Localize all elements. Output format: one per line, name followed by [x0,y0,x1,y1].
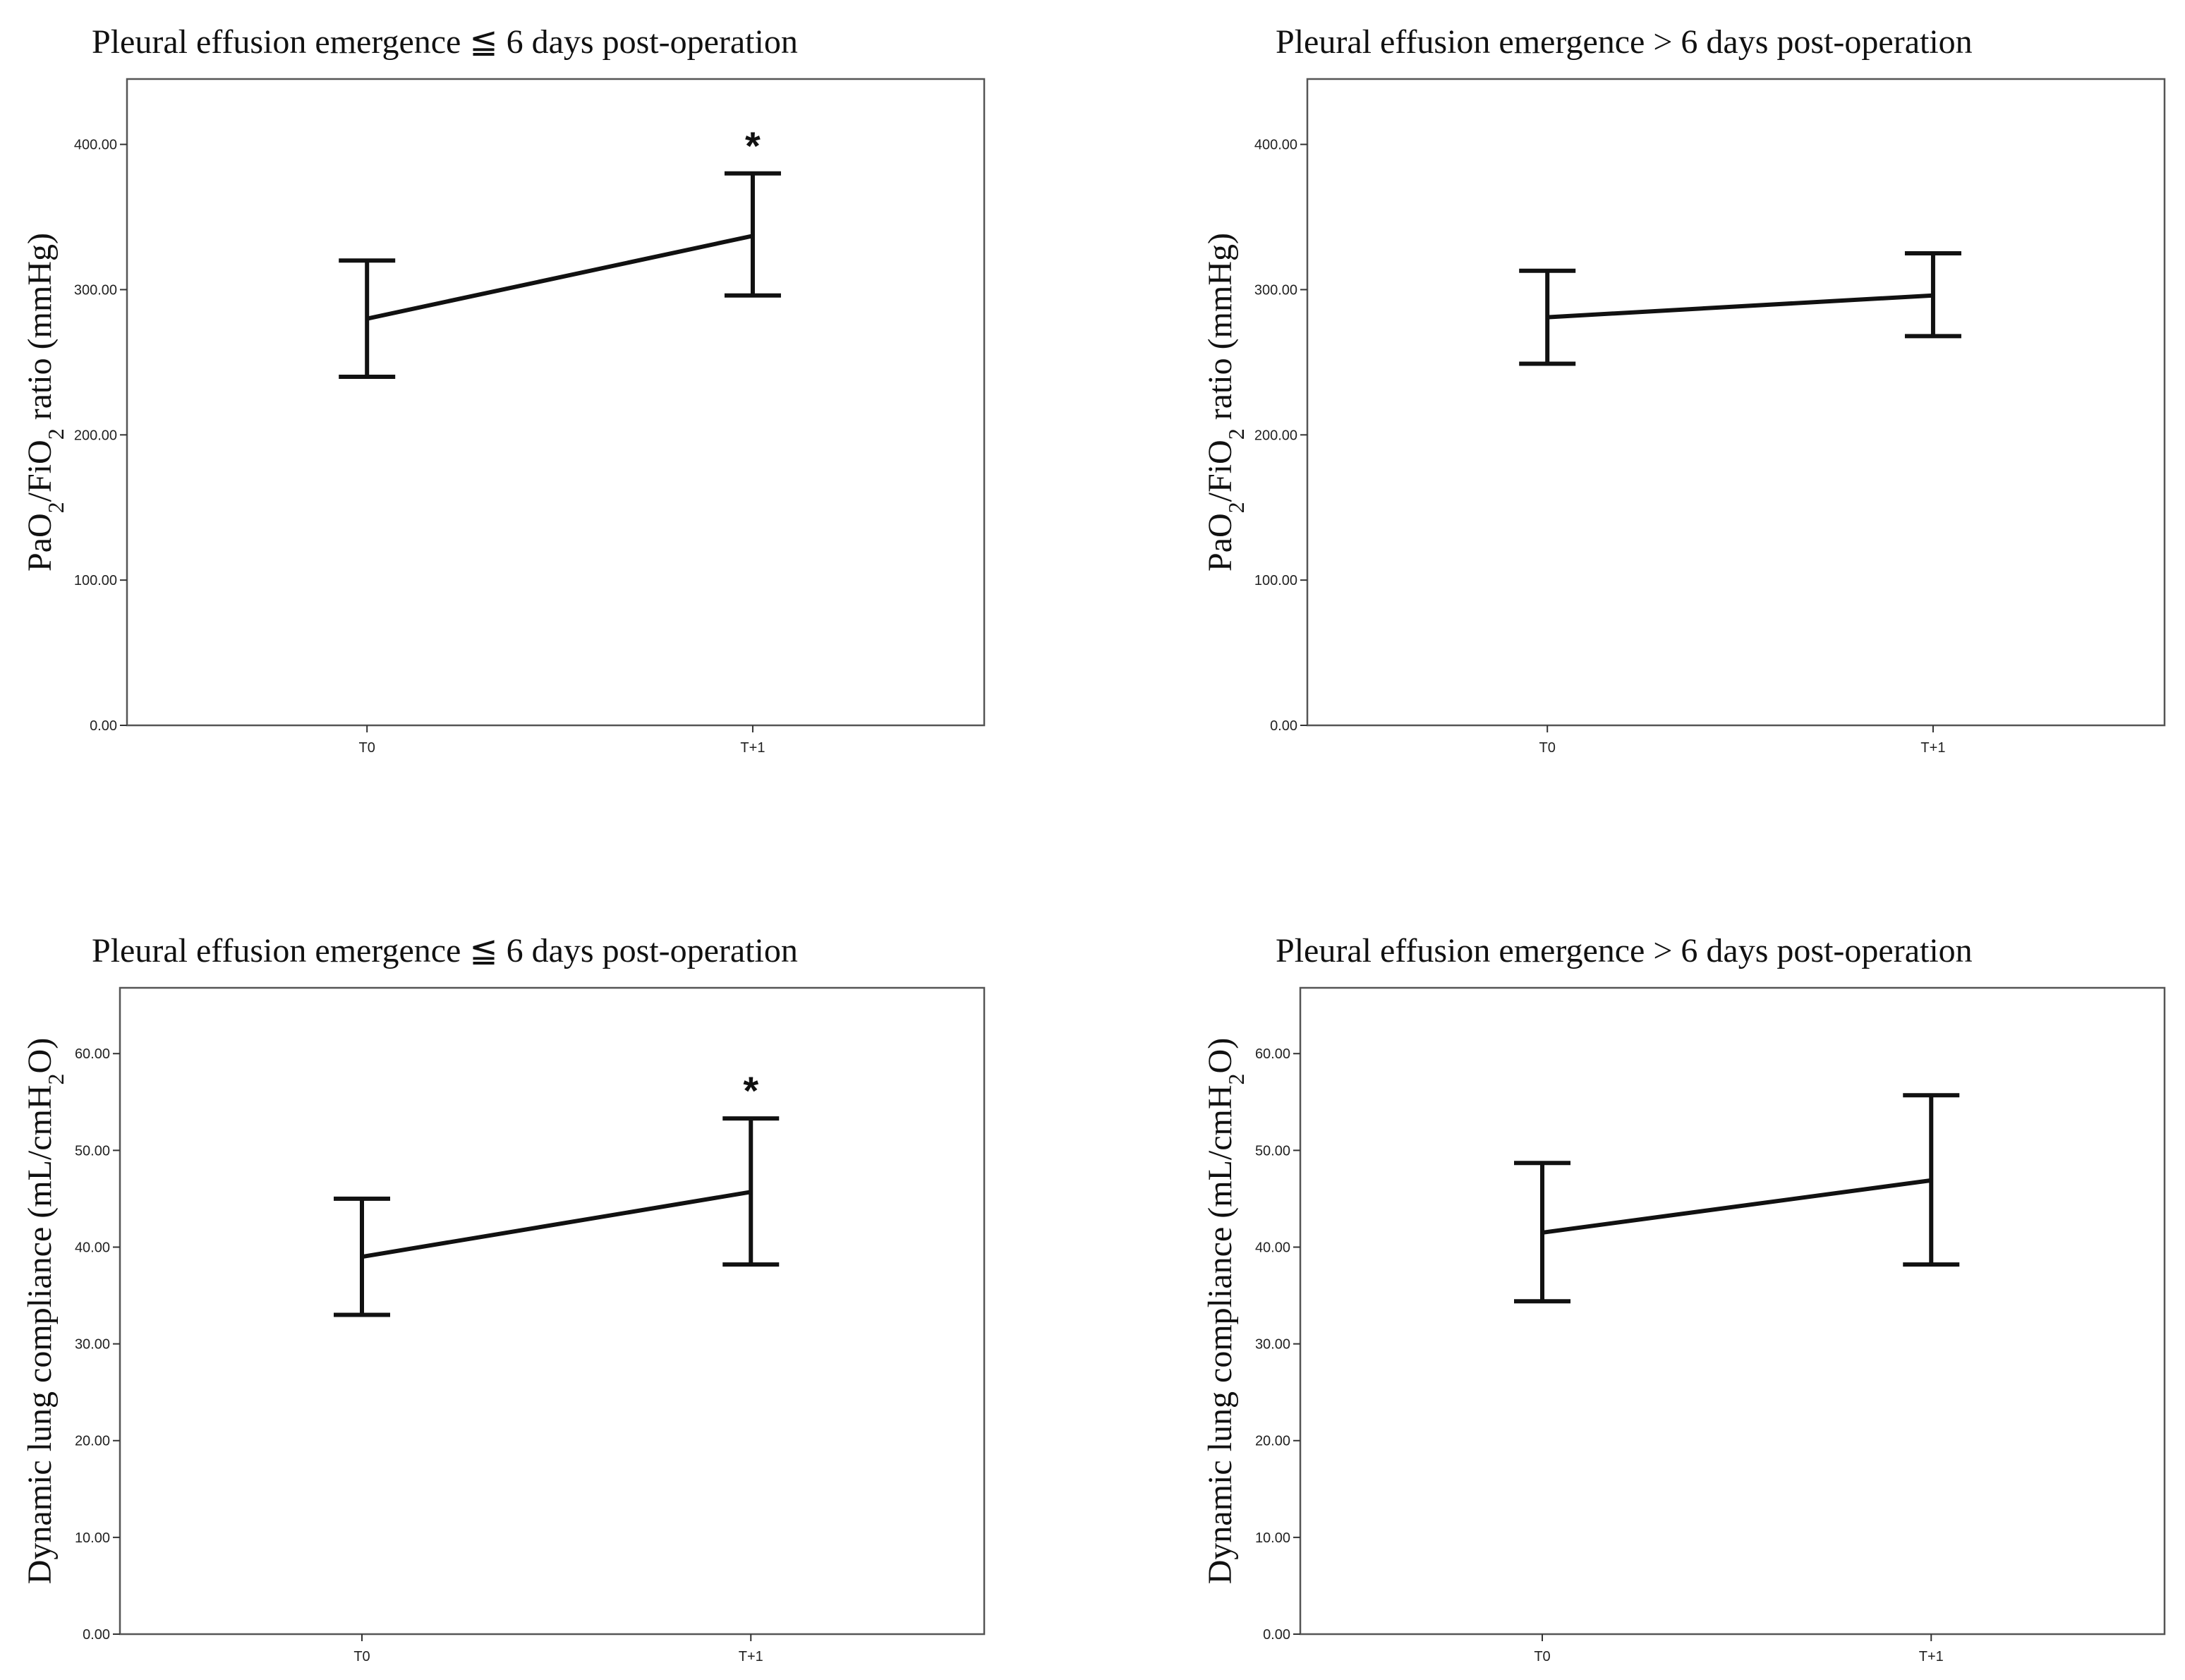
x-tick-label: T0 [1534,1649,1550,1664]
y-tick-label: 10.00 [1255,1530,1290,1546]
panel-title: Pleural effusion emergence > 6 days post… [1276,932,1973,969]
series-line [366,234,753,321]
panel-title: Pleural effusion emergence ≦ 6 days post… [92,23,798,61]
x-tick-label: T0 [1539,740,1556,756]
y-tick-label: 40.00 [75,1240,110,1255]
significance-marker: * [743,1068,758,1113]
y-tick-label: 100.00 [1254,573,1297,588]
x-tick-label: T0 [359,740,375,756]
plot-frame [126,78,986,727]
y-axis-label-part: 2 [43,502,68,513]
panel-title: Pleural effusion emergence > 6 days post… [1276,23,1973,61]
y-tick-label: 200.00 [74,428,117,443]
chart-panel-4: Pleural effusion emergence > 6 days post… [1202,932,2166,1664]
y-axis-label-part: PaO [21,513,59,572]
x-tick-label: T0 [353,1649,370,1664]
y-axis-label-part: 2 [1223,1073,1249,1084]
plot-frame [1306,78,2166,727]
y-tick-label: 400.00 [74,138,117,153]
series-line [361,1190,751,1259]
y-tick-label: 0.00 [1270,718,1297,734]
y-tick-label: 50.00 [1255,1143,1290,1159]
y-axis-label-part: 2 [1223,502,1249,513]
plot-frame [1299,986,2166,1636]
y-tick-label: 20.00 [75,1434,110,1449]
x-tick-label: T+1 [1920,740,1945,756]
significance-marker: * [745,123,761,168]
y-tick-label: 200.00 [1254,428,1297,443]
y-axis-label-part: PaO [1202,513,1239,572]
y-tick-label: 40.00 [1255,1240,1290,1255]
series-line [1547,293,1934,320]
y-tick-label: 0.00 [83,1627,110,1643]
y-tick-label: 20.00 [1255,1434,1290,1449]
y-tick-label: 60.00 [75,1046,110,1062]
y-axis-label-part: 2 [1223,428,1249,440]
y-tick-label: 30.00 [75,1337,110,1353]
y-axis-label-part: Dynamic lung compliance (mL/cmH [21,1084,59,1584]
series-line [1542,1178,1932,1235]
y-axis-label-part: O) [1202,1038,1239,1074]
plot-frame [119,986,986,1636]
chart-panel-1: Pleural effusion emergence ≦ 6 days post… [21,23,986,756]
y-axis-label-part: ratio (mmHg) [21,233,59,428]
y-axis-label: Dynamic lung compliance (mL/cmH2O) [1202,1038,1249,1584]
y-axis-label-part: 2 [43,1073,68,1084]
x-tick-label: T+1 [740,740,765,756]
y-axis-label: PaO2/FiO2 ratio (mmHg) [21,233,68,572]
y-tick-label: 100.00 [74,573,117,588]
y-axis-label-part: Dynamic lung compliance (mL/cmH [1202,1084,1239,1584]
y-tick-label: 60.00 [1255,1046,1290,1062]
y-axis-label-part: O) [21,1038,59,1074]
x-tick-label: T+1 [739,1649,763,1664]
chart-panel-3: Pleural effusion emergence ≦ 6 days post… [21,932,986,1664]
y-tick-label: 300.00 [1254,282,1297,298]
x-tick-label: T+1 [1919,1649,1944,1664]
y-tick-label: 400.00 [1254,138,1297,153]
y-axis-label-part: 2 [43,428,68,440]
y-tick-label: 0.00 [90,718,117,734]
y-axis-label: Dynamic lung compliance (mL/cmH2O) [21,1038,68,1584]
y-tick-label: 0.00 [1263,1627,1290,1643]
y-axis-label: PaO2/FiO2 ratio (mmHg) [1202,233,1249,572]
panel-title: Pleural effusion emergence ≦ 6 days post… [92,932,798,969]
y-axis-label-part: /FiO [21,440,59,502]
y-tick-label: 30.00 [1255,1337,1290,1353]
y-tick-label: 10.00 [75,1530,110,1546]
y-axis-label-part: /FiO [1202,440,1239,502]
y-axis-label-part: ratio (mmHg) [1202,233,1239,428]
y-tick-label: 300.00 [74,282,117,298]
chart-panel-2: Pleural effusion emergence > 6 days post… [1202,23,2166,756]
y-tick-label: 50.00 [75,1143,110,1159]
